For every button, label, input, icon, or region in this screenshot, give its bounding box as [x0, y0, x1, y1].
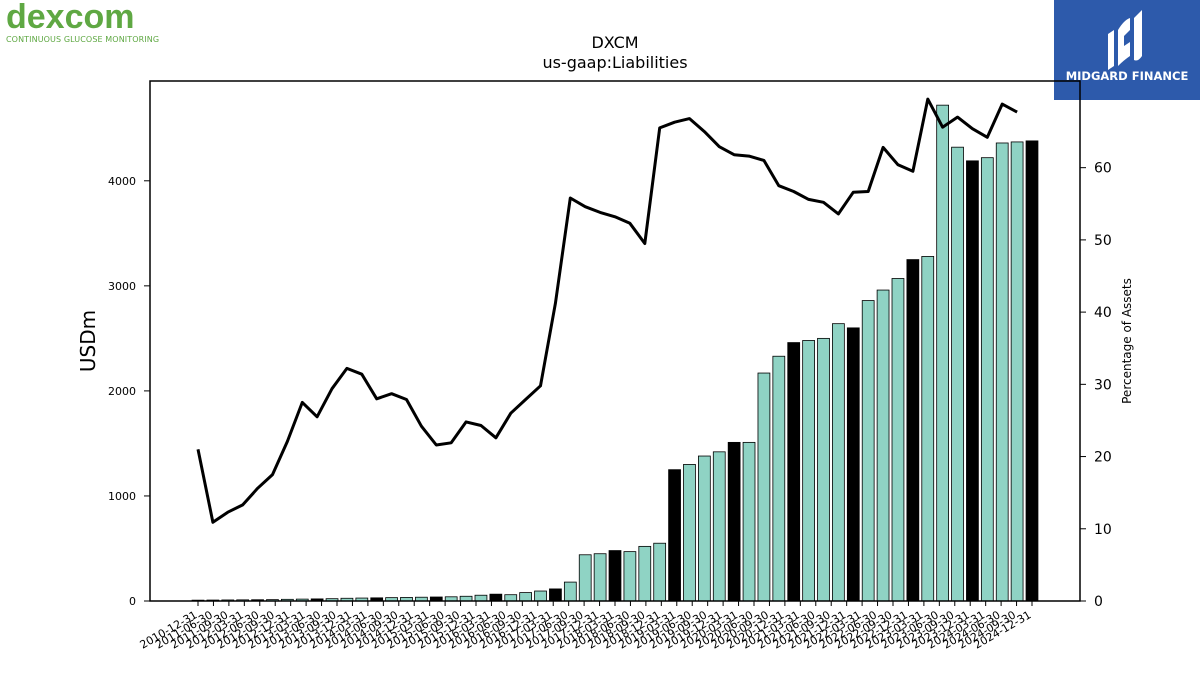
bar-2017-06-30 [578, 554, 592, 602]
bar-2024-12-31 [1025, 140, 1039, 602]
y-tick-label: 2000 [108, 385, 136, 398]
bar-2019-09-30 [712, 451, 726, 602]
y2-tick-label: 60 [1094, 161, 1112, 177]
bar-2017-09-30 [593, 553, 607, 602]
bar-2024-09-30 [1010, 141, 1024, 602]
chart-title: DXCM [591, 33, 638, 52]
y-tick-label: 1000 [108, 490, 136, 503]
bar-2019-06-30 [698, 455, 711, 602]
bar-2020-12-31 [787, 342, 801, 602]
bar-2020-06-30 [757, 372, 771, 602]
line-series [196, 97, 1018, 524]
bar-2023-09-30 [951, 146, 964, 602]
y2-tick-label: 0 [1094, 594, 1103, 610]
y-axis-label: USDm [76, 310, 100, 372]
y-axis-right: 0 10 20 30 40 50 60 [1080, 161, 1112, 610]
bar-2023-06-30 [936, 104, 950, 602]
bar-2024-06-30 [995, 142, 1009, 602]
bar-2018-03-31 [623, 551, 637, 602]
midgard-logo-icon [1054, 0, 1200, 100]
bar-2023-03-31 [921, 256, 935, 602]
bar-2017-12-31 [608, 550, 622, 602]
y-tick-label: 4000 [108, 175, 136, 188]
bar-2015-09-30 [474, 594, 488, 602]
bar-2021-12-31 [846, 327, 860, 602]
y2-tick-label: 40 [1094, 305, 1112, 321]
x-axis: 2010-12-312011-06-302011-09-302012-03-31… [138, 601, 1034, 652]
y-tick-label: 0 [129, 595, 136, 608]
bar-2023-12-31 [966, 160, 979, 602]
bar-2024-03-31 [980, 157, 994, 602]
bar-2018-06-30 [638, 545, 652, 602]
bar-2019-12-31 [727, 441, 741, 602]
y2-axis-label: Percentage of Assets [1120, 278, 1134, 404]
bar-2018-09-30 [653, 542, 667, 602]
dexcom-logo: dexcom CONTINUOUS GLUCOSE MONITORING [6, 0, 159, 44]
bar-2021-06-30 [817, 337, 830, 602]
chart-subtitle: us-gaap:Liabilities [542, 53, 687, 72]
bar-2020-09-30 [772, 355, 786, 602]
midgard-finance-watermark: MIDGARD FINANCE [1054, 0, 1200, 100]
percentage-line [196, 97, 1018, 524]
bar-2019-03-31 [683, 464, 696, 602]
bar-2020-03-31 [742, 441, 756, 602]
bar-2022-12-31 [906, 259, 920, 602]
logo-wordmark: dexcom [6, 0, 135, 36]
bar-2022-06-30 [876, 289, 890, 602]
logo-tagline: CONTINUOUS GLUCOSE MONITORING [6, 35, 160, 44]
bar-2016-06-30 [519, 592, 533, 602]
bar-series [191, 104, 1039, 602]
bar-2022-09-30 [891, 278, 905, 602]
bar-2021-09-30 [832, 323, 845, 602]
bar-2021-03-31 [802, 340, 815, 602]
y-axis-left: 0 1000 2000 3000 4000 [108, 175, 150, 608]
watermark-name: MIDGARD FINANCE [1065, 69, 1189, 83]
bar-2016-12-31 [549, 588, 562, 602]
bar-2016-09-30 [534, 590, 547, 602]
bar-2015-12-31 [489, 593, 503, 602]
y2-tick-label: 20 [1094, 450, 1112, 466]
bar-2018-12-31 [668, 469, 681, 602]
bar-2016-03-31 [504, 594, 518, 602]
y-tick-label: 3000 [108, 280, 136, 293]
y2-tick-label: 30 [1094, 377, 1112, 393]
bar-2022-03-31 [861, 300, 875, 602]
y2-tick-label: 50 [1094, 233, 1112, 249]
bar-2017-03-31 [563, 581, 577, 602]
y2-tick-label: 10 [1094, 522, 1112, 538]
